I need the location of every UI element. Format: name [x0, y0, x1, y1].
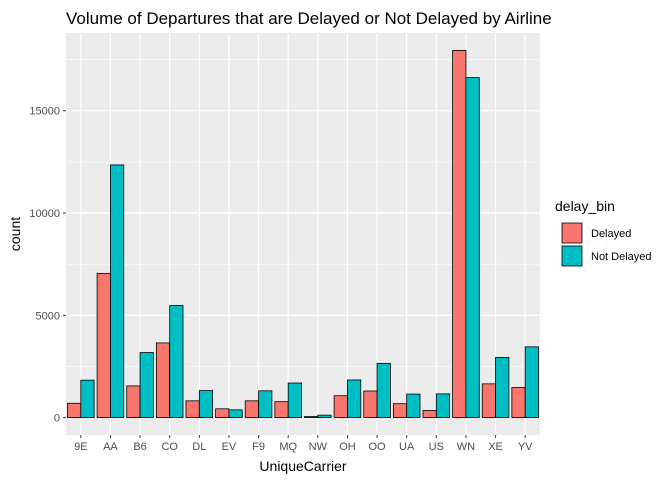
bar-AA-not-delayed — [110, 164, 125, 419]
y-axis: 0 5000 10000 15000 — [29, 106, 66, 425]
bar-F9-not-delayed — [258, 390, 273, 419]
x-tick-label: XE — [488, 441, 503, 453]
y-tick-label: 15000 — [29, 106, 60, 118]
x-tick-label: MQ — [279, 441, 297, 453]
bar-AA-delayed — [96, 272, 111, 419]
bar-DL-not-delayed — [198, 390, 214, 419]
bar-OO-delayed — [363, 390, 378, 419]
bar-OH-not-delayed — [347, 379, 362, 419]
x-tick-label: NW — [309, 441, 328, 453]
legend-key-delayed — [561, 222, 583, 244]
bar-NW-not-delayed — [317, 414, 332, 419]
bar-B6-not-delayed — [139, 352, 154, 419]
legend: delay_bin Delayed Not Delayed — [555, 198, 652, 267]
x-tick-label: US — [429, 441, 444, 453]
bar-YV-delayed — [511, 387, 526, 419]
y-axis-title: count — [7, 217, 23, 251]
chart-title: Volume of Departures that are Delayed or… — [66, 9, 552, 28]
bar-YV-not-delayed — [524, 346, 539, 419]
x-tick-label: 9E — [74, 441, 87, 453]
bar-9E-delayed — [67, 402, 82, 419]
x-axis-title: UniqueCarrier — [259, 458, 346, 474]
x-tick-label: CO — [161, 441, 178, 453]
bar-EV-not-delayed — [228, 409, 243, 419]
bar-US-not-delayed — [435, 393, 451, 419]
bar-CO-not-delayed — [169, 305, 184, 419]
x-tick-label: DL — [192, 441, 206, 453]
bar-UA-delayed — [392, 403, 408, 419]
bar-XE-delayed — [481, 383, 496, 419]
bar-F9-delayed — [244, 400, 259, 419]
bar-US-delayed — [422, 410, 437, 419]
legend-key-not-delayed — [561, 245, 583, 267]
x-tick-label: AA — [103, 441, 118, 453]
bar-OO-not-delayed — [376, 362, 391, 419]
bar-UA-not-delayed — [406, 393, 421, 419]
y-tick-label: 0 — [54, 413, 60, 425]
x-tick-label: B6 — [133, 441, 146, 453]
legend-label: Not Delayed — [591, 251, 652, 263]
x-axis: 9E AA B6 CO DL EV F9 MQ NW OH OO UA US WN XE YV — [74, 435, 533, 453]
bar-WN-delayed — [452, 49, 467, 419]
x-tick-label: YV — [518, 441, 533, 453]
bar-MQ-not-delayed — [287, 382, 302, 419]
x-tick-label: F9 — [252, 441, 265, 453]
bars — [67, 49, 539, 419]
bar-B6-delayed — [126, 385, 141, 419]
y-tick-label: 10000 — [29, 208, 60, 220]
x-tick-label: OO — [369, 441, 387, 453]
bar-MQ-delayed — [274, 401, 289, 419]
bar-WN-not-delayed — [465, 77, 480, 419]
bar-XE-not-delayed — [495, 357, 510, 419]
x-tick-label: OH — [339, 441, 356, 453]
x-tick-label: UA — [399, 441, 415, 453]
bar-DL-delayed — [185, 400, 200, 419]
bar-CO-delayed — [155, 342, 171, 419]
bar-EV-delayed — [215, 408, 230, 419]
legend-title: delay_bin — [555, 198, 615, 214]
bar-OH-delayed — [333, 395, 348, 419]
x-tick-label: WN — [457, 441, 475, 453]
legend-label: Delayed — [591, 228, 631, 240]
bar-9E-not-delayed — [80, 379, 95, 419]
bar-NW-delayed — [304, 416, 319, 419]
y-tick-label: 5000 — [36, 310, 60, 322]
x-tick-label: EV — [222, 441, 237, 453]
